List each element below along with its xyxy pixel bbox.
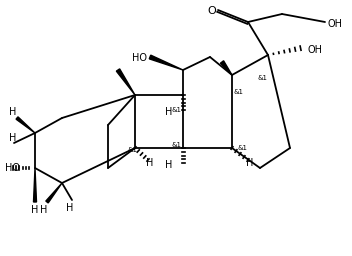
Text: OH: OH [308, 45, 323, 55]
Text: H: H [66, 203, 74, 213]
Text: &1: &1 [127, 147, 137, 153]
Text: H: H [246, 158, 254, 168]
Text: O: O [208, 6, 216, 16]
Text: OH: OH [328, 19, 343, 29]
Text: &1: &1 [172, 107, 182, 113]
Text: H: H [40, 205, 48, 215]
Text: H: H [165, 107, 172, 117]
Polygon shape [46, 183, 62, 203]
Text: HO: HO [5, 163, 20, 173]
Polygon shape [117, 69, 135, 95]
Text: H: H [9, 107, 17, 117]
Polygon shape [149, 55, 183, 70]
Text: &1: &1 [172, 142, 182, 148]
Polygon shape [33, 168, 37, 202]
Polygon shape [220, 61, 232, 75]
Text: H: H [165, 160, 172, 170]
Text: &1: &1 [258, 75, 268, 81]
Text: H: H [9, 133, 17, 143]
Polygon shape [16, 117, 35, 133]
Text: &1: &1 [233, 89, 243, 95]
Text: HO: HO [132, 53, 147, 63]
Text: H: H [31, 205, 39, 215]
Text: H: H [146, 158, 154, 168]
Text: &1: &1 [237, 145, 247, 151]
